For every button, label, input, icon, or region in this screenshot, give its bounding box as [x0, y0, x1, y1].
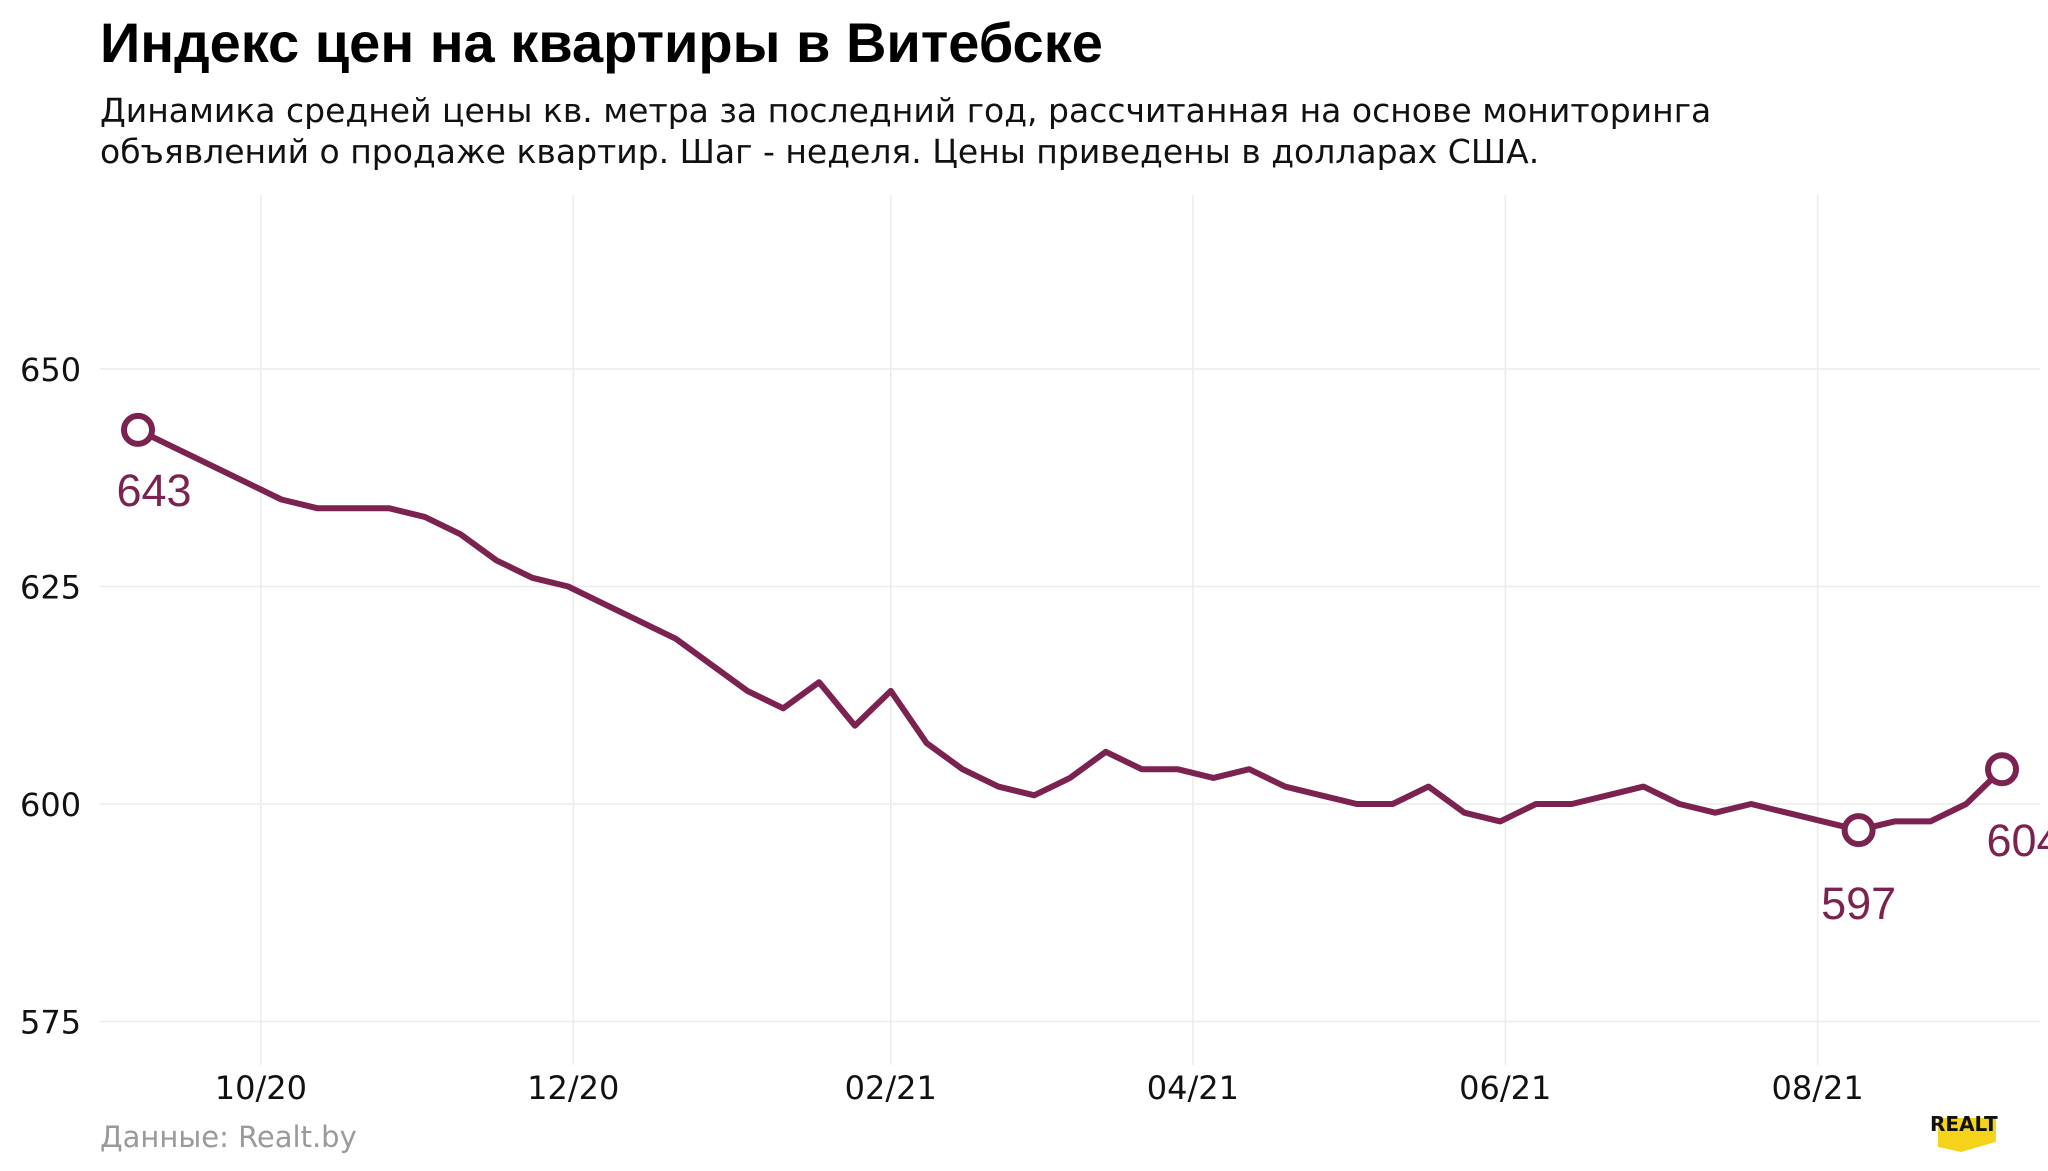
data-label-597: 597	[1821, 878, 1896, 929]
y-tick-label-600: 600	[20, 786, 81, 824]
x-tick-label-12-20: 12/20	[527, 1069, 619, 1107]
data-label-643: 643	[116, 465, 191, 516]
series-line	[135, 426, 2005, 834]
x-tick-label-02-21: 02/21	[845, 1069, 937, 1107]
source-note: Данные: Realt.by	[100, 1120, 357, 1154]
realt-logo: REALT	[1930, 1108, 2010, 1156]
highlight-point-597	[1841, 813, 1876, 848]
highlight-point-604	[1985, 752, 2019, 787]
x-tick-label-06-21: 06/21	[1459, 1069, 1551, 1107]
chart-subtitle: Динамика средней цены кв. метра за после…	[100, 91, 1712, 171]
x-tick-label-08-21: 08/21	[1772, 1069, 1864, 1107]
y-axis: 575 600 625 650	[20, 351, 81, 1042]
highlight-point-643	[121, 412, 155, 447]
logo-text: REALT	[1930, 1112, 1998, 1136]
x-tick-label-10-20: 10/20	[215, 1069, 307, 1107]
x-axis: 10/20 12/20 02/21 04/21 06/21 08/21	[215, 1069, 1864, 1107]
y-tick-label-650: 650	[20, 351, 81, 389]
x-tick-label-04-21: 04/21	[1147, 1069, 1239, 1107]
y-tick-label-625: 625	[20, 569, 81, 607]
chart-title: Индекс цен на квартиры в Витебске	[100, 11, 1103, 74]
y-tick-label-575: 575	[20, 1004, 81, 1042]
series-price-index	[135, 426, 2005, 834]
data-label-604: 604	[1986, 815, 2048, 866]
highlight-markers: 643 597 604	[116, 412, 2048, 929]
grid-lines	[100, 195, 2040, 1065]
